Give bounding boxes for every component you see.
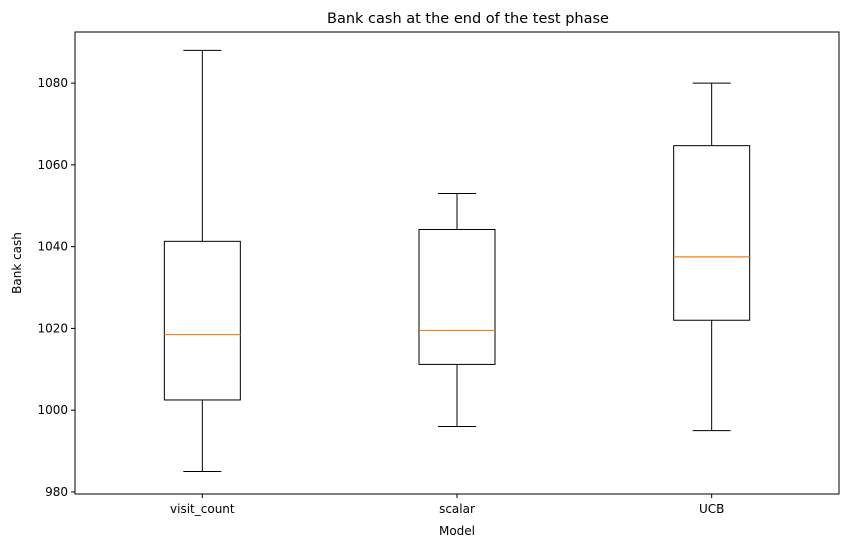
y-tick-label: 1040: [37, 240, 68, 254]
x-tick-label: scalar: [439, 502, 475, 516]
box-visit_count: [163, 240, 241, 401]
x-tick-label: visit_count: [170, 502, 235, 516]
x-axis-label: Model: [439, 524, 475, 538]
plot-area: 980 1000 1020 1040 1060 1080 visit_count scalar…: [37, 49, 751, 516]
chart-title: Bank cash at the end of the test phase: [327, 11, 609, 27]
box-scalar: [418, 228, 496, 365]
y-tick-label: 1060: [37, 158, 68, 172]
y-tick-label: 1080: [37, 76, 68, 90]
y-tick-label: 1020: [37, 321, 68, 335]
y-tick-label: 980: [45, 485, 68, 499]
y-tick-label: 1000: [37, 403, 68, 417]
y-axis-label: Bank cash: [10, 232, 24, 294]
plot-frame: [74, 31, 840, 495]
box-UCB: [673, 145, 751, 321]
x-tick-label: UCB: [699, 502, 724, 516]
